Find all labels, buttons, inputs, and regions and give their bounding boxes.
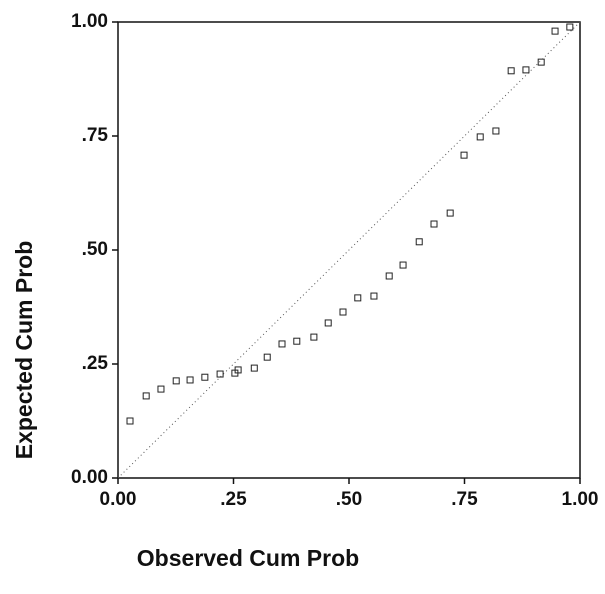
point [293,337,301,345]
x-tick-label: .50 [336,489,362,510]
point [460,151,468,159]
y-tick-label: 0.00 [71,467,108,488]
point [370,292,378,300]
point [142,392,150,400]
point [157,385,165,393]
x-tick-label: .75 [451,489,478,510]
point [507,67,515,75]
point [354,294,362,302]
point [430,220,438,228]
x-tick-label: 0.00 [100,489,137,510]
point [126,417,134,425]
x-tick-label: .25 [220,489,247,510]
y-tick-label: .75 [82,125,109,146]
point [399,261,407,269]
point [201,373,209,381]
x-tick-label: 1.00 [562,489,599,510]
point [234,366,242,374]
point [324,319,332,327]
point [250,364,258,372]
point [566,23,574,31]
y-tick-label: .50 [82,239,108,260]
point [186,376,194,384]
point [446,209,454,217]
point [415,238,423,246]
point [172,377,180,385]
y-tick-label: .25 [82,353,109,374]
y-tick-label: 1.00 [71,11,108,32]
point [492,127,500,135]
point [522,66,530,74]
point [339,308,347,316]
x-axis-title: Observed Cum Prob [137,545,359,571]
point [551,27,559,35]
point [263,353,271,361]
y-axis-title: Expected Cum Prob [11,241,37,460]
reference-line [117,21,581,479]
point [278,340,286,348]
point [216,370,224,378]
point [537,58,545,66]
point [310,333,318,341]
point [476,133,484,141]
point [385,272,393,280]
